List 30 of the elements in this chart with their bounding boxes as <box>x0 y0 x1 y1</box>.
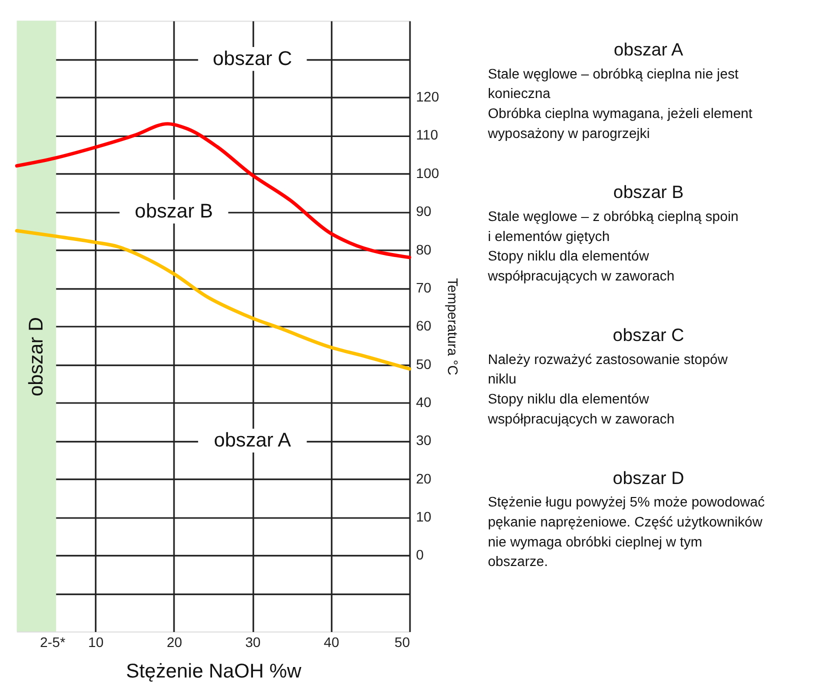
y-axis-title: Temperatura °C <box>445 278 462 376</box>
y-tick-label: 10 <box>416 508 432 524</box>
y-tick-label: 50 <box>416 356 432 372</box>
x-tick-label: 50 <box>394 634 410 650</box>
text: obszar C Należy rozważyć zastosowanie stopów niklu Stopy niklu dla elementów współpracujących w zaworach <box>488 325 728 426</box>
text: obszar B Stale węglowe – z obróbką cieplną spoin i elementów giętych Stopy niklu dla elementów współpracujących w zaworach <box>488 182 739 284</box>
y-tick-label: 70 <box>416 279 432 296</box>
y-tick-label: 40 <box>416 394 432 410</box>
y-tick-label: 110 <box>416 126 438 143</box>
x-tick-label: 20 <box>166 634 182 650</box>
y-tick-label: 120 <box>416 88 440 105</box>
annotation: obszar C <box>212 48 292 70</box>
x-tick-label: 30 <box>245 634 261 650</box>
y-tick-label: 60 <box>416 318 432 334</box>
x-tick-label: 40 <box>324 634 340 650</box>
y-tick-label: 100 <box>416 164 440 181</box>
annotation: obszar B <box>134 200 214 223</box>
band-label: obszar D <box>25 317 48 396</box>
y-tick-label: 30 <box>416 432 432 448</box>
y-tick-label: 20 <box>416 470 432 486</box>
x-axis-title: Stężenie NaOH %w <box>126 660 302 683</box>
y-tick-label: 80 <box>416 241 432 258</box>
y-tick-label: 0 <box>416 546 424 563</box>
text: obszar D Stężenie ługu powyżej 5% może powodować pękanie naprężeniowe. Część użytkowników nie wymaga obróbki cieplnej w tym obszarze. <box>488 468 765 570</box>
x-tick-label: 10 <box>88 634 104 650</box>
x-tick-label: 2-5* <box>40 634 66 650</box>
y-tick-label: 90 <box>416 203 432 220</box>
text: obszar A Stale węglowe – obróbką cieplna nie jest konieczna Obróbka cieplna wymagana, jeżeli element wyposażony w parogrzejki <box>488 39 752 141</box>
annotation: obszar A <box>214 430 292 452</box>
line-series <box>15 122 412 260</box>
